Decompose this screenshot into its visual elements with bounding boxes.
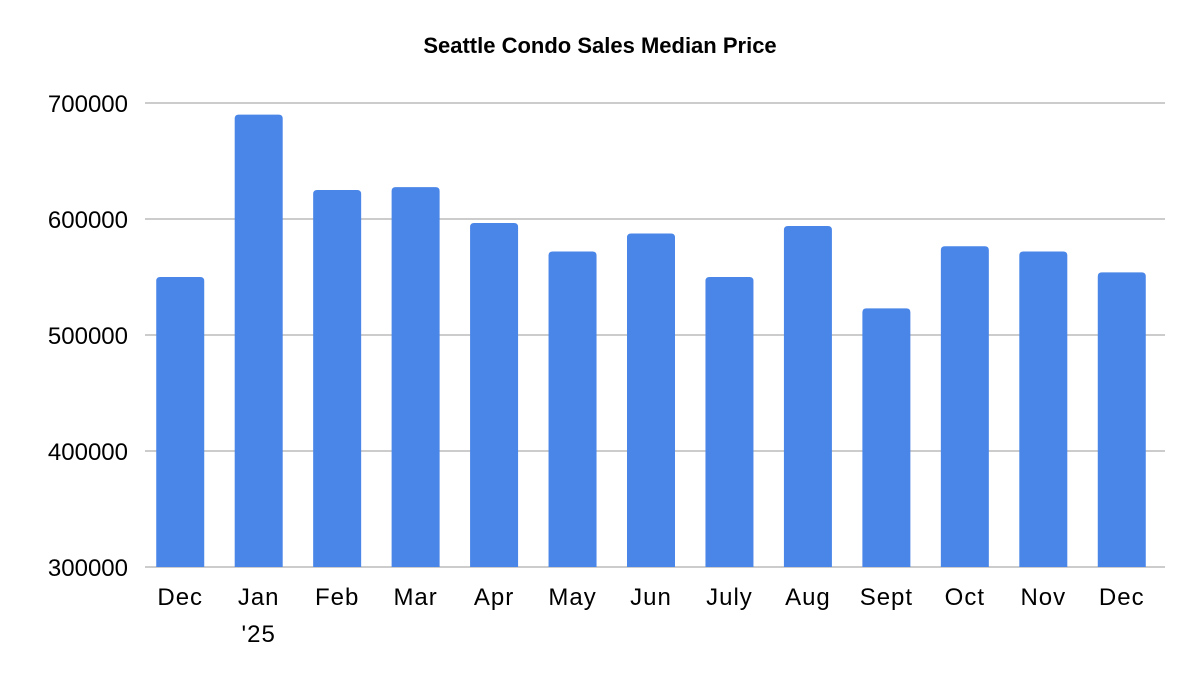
bar: [391, 187, 440, 567]
x-tick-label: Oct: [945, 584, 985, 611]
x-tick-label: Sept: [860, 584, 913, 611]
bar: [234, 114, 283, 567]
y-tick-label: 700000: [48, 91, 128, 118]
y-tick-label: 400000: [48, 439, 128, 466]
bar: [548, 251, 597, 568]
x-tick-label: '25: [242, 621, 276, 648]
bar: [1019, 251, 1068, 568]
x-tick-label: Apr: [474, 584, 514, 611]
y-tick-label: 500000: [48, 323, 128, 350]
bar: [627, 233, 675, 567]
x-tick-label: Dec: [1099, 584, 1145, 611]
y-tick-label: 300000: [48, 555, 128, 582]
bar: [862, 308, 911, 567]
x-tick-label: May: [548, 584, 596, 611]
x-tick-label: Jun: [630, 584, 672, 611]
x-tick-label: Aug: [785, 584, 831, 611]
x-tick-label: July: [706, 584, 753, 611]
y-tick-label: 600000: [48, 207, 128, 234]
bar: [1097, 272, 1146, 567]
x-tick-label: Nov: [1020, 584, 1066, 611]
bar: [783, 225, 832, 567]
bar: [313, 190, 362, 567]
bar: [940, 246, 989, 567]
bar: [156, 277, 205, 567]
chart-title: Seattle Condo Sales Median Price: [423, 33, 777, 58]
bar: [705, 277, 754, 567]
x-tick-label: Feb: [315, 584, 359, 611]
x-tick-label: Jan: [238, 584, 280, 611]
x-tick-label: Mar: [393, 584, 437, 611]
x-tick-label: Dec: [157, 584, 203, 611]
bar: [470, 223, 519, 567]
